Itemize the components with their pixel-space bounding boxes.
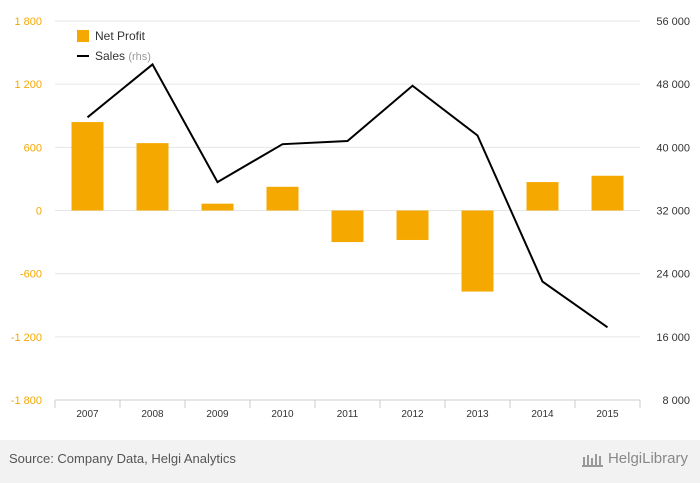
right-tick-label: 8 000 (662, 395, 690, 407)
left-tick-label: -600 (20, 269, 42, 281)
x-tick-label: 2008 (141, 409, 164, 420)
line-sales (86, 62, 609, 329)
x-tick-label: 2012 (401, 409, 424, 420)
right-tick-label: 56 000 (656, 16, 690, 28)
left-tick-label: -1 800 (11, 395, 42, 407)
left-tick-label: 1 200 (14, 79, 42, 91)
bar-net-profit (71, 122, 104, 211)
x-tick-label: 2013 (466, 409, 489, 420)
right-tick-label: 40 000 (656, 142, 690, 154)
right-tick-label: 16 000 (656, 332, 690, 344)
legend-swatch-net-profit (77, 30, 89, 42)
right-tick-label: 48 000 (656, 79, 690, 91)
x-tick-label: 2011 (337, 409, 359, 420)
bar-net-profit (591, 175, 624, 211)
left-tick-label: -1 200 (11, 332, 42, 344)
right-tick-label: 32 000 (656, 206, 690, 218)
left-tick-label: 1 800 (14, 16, 42, 28)
chart: 1 800 1 200 600 0 -600 -1 200 -1 800 56 000 48 0… (11, 16, 690, 420)
x-tick-label: 2014 (531, 409, 554, 420)
x-tick-label: 2010 (271, 409, 294, 420)
x-tick-label: 2015 (596, 409, 619, 420)
bar-net-profit (396, 210, 429, 240)
legend-label-net-profit: Net Profit (95, 29, 146, 43)
chart-area: 1 800 1 200 600 0 -600 -1 200 -1 800 56 000 48 0… (0, 0, 700, 440)
bar-net-profit (201, 203, 234, 211)
bar-net-profit (526, 182, 559, 211)
left-tick-label: 600 (24, 142, 42, 154)
bar-net-profit (331, 210, 364, 243)
library-icon (581, 453, 603, 467)
bar-net-profit (461, 210, 494, 292)
x-tick-label: 2007 (76, 409, 99, 420)
brand-logo: HelgiLibrary (581, 450, 688, 467)
brand-name: HelgiLibrary (607, 450, 688, 467)
bar-net-profit (266, 186, 299, 211)
source-note: Source: Company Data, Helgi Analytics (9, 451, 236, 466)
x-tick-label: 2009 (206, 409, 229, 420)
legend-label-sales: Sales (rhs) (95, 49, 151, 63)
legend-suffix-rhs: (rhs) (128, 51, 151, 63)
right-tick-label: 24 000 (656, 269, 690, 281)
bar-net-profit (136, 143, 169, 211)
footer: Source: Company Data, Helgi Analytics He… (0, 440, 700, 483)
left-tick-label: 0 (36, 206, 42, 218)
